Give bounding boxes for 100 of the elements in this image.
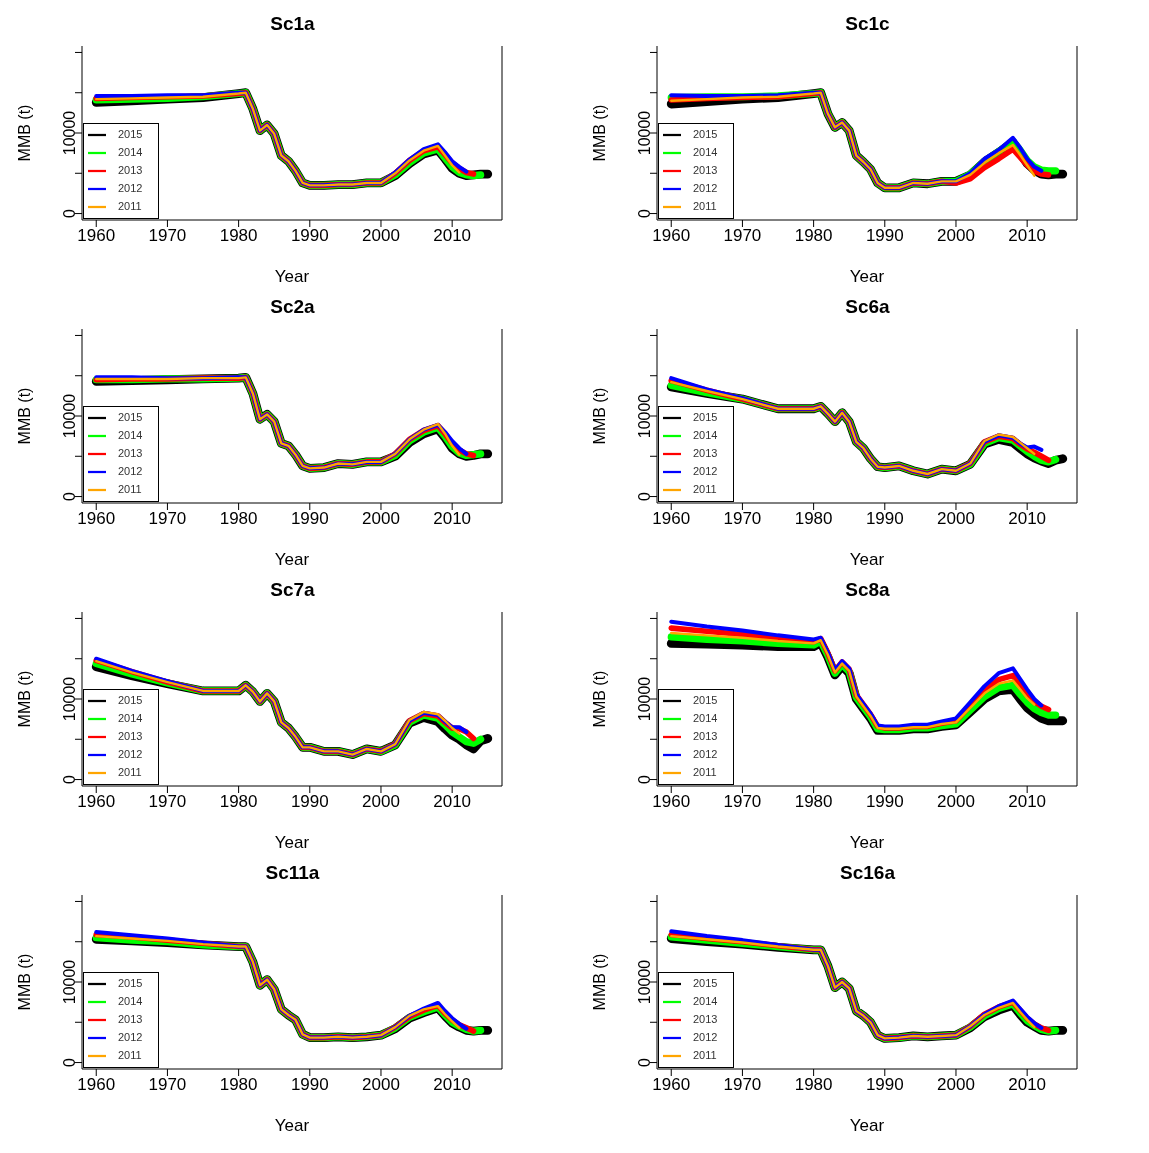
x-tick-label: 2000	[362, 792, 400, 812]
legend-label: 2015	[118, 410, 143, 423]
chart-title: Sc16a	[839, 861, 896, 885]
x-tick-label: 1960	[77, 1075, 116, 1095]
legend-label: 2015	[693, 976, 718, 989]
x-tick-label: 2010	[433, 226, 472, 246]
legend-label: 2014	[118, 145, 143, 158]
x-tick-label: 2010	[1008, 1075, 1047, 1095]
x-tick-label: 1960	[77, 226, 116, 246]
x-tick-label: 1990	[290, 509, 329, 529]
y-tick-label: 0	[635, 492, 653, 502]
legend-label: 2014	[693, 994, 718, 1007]
x-tick-label: 1980	[219, 509, 258, 529]
x-tick-label: 1990	[290, 1075, 329, 1095]
legend-label: 2011	[693, 482, 717, 495]
legend-label: 2011	[693, 765, 717, 778]
y-tick-label: 0	[60, 492, 78, 502]
legend-label: 2012	[693, 1030, 718, 1043]
chart-title: Sc1c	[844, 12, 891, 36]
chart-title: Sc6a	[844, 295, 891, 319]
legend-label: 2013	[118, 163, 143, 176]
x-tick-label: 2000	[937, 792, 975, 812]
x-tick-label: 1960	[652, 792, 691, 812]
x-tick-label: 1970	[723, 1075, 762, 1095]
y-tick-label: 10000	[60, 959, 78, 1005]
y-tick-label: 10000	[635, 959, 653, 1005]
y-axis-title: MMB (t)	[15, 953, 33, 1011]
chart-title: Sc2a	[269, 295, 316, 319]
x-tick-label: 1970	[723, 792, 762, 812]
y-tick-label: 10000	[635, 110, 653, 156]
y-tick-label: 10000	[635, 676, 653, 722]
legend-label: 2014	[693, 711, 718, 724]
x-tick-label: 2010	[433, 1075, 472, 1095]
legend-label: 2012	[118, 464, 143, 477]
x-tick-label: 1980	[794, 509, 833, 529]
x-tick-label: 1980	[794, 226, 833, 246]
legend-label: 2015	[693, 127, 718, 140]
chart-title: Sc7a	[269, 578, 316, 602]
legend-label: 2015	[693, 693, 718, 706]
legend-label: 2013	[118, 1012, 143, 1025]
legend-label: 2012	[693, 747, 718, 760]
x-tick-label: 1980	[219, 226, 258, 246]
x-axis-title: Year	[849, 833, 885, 852]
y-axis-title: MMB (t)	[15, 387, 33, 445]
x-tick-label: 2000	[937, 1075, 975, 1095]
legend-label: 2015	[118, 976, 143, 989]
x-tick-label: 1990	[290, 226, 329, 246]
legend-label: 2012	[118, 1030, 143, 1043]
legend-label: 2015	[118, 693, 143, 706]
legend-label: 2013	[693, 446, 718, 459]
x-tick-label: 1990	[865, 1075, 904, 1095]
x-tick-label: 1980	[219, 792, 258, 812]
legend-label: 2014	[118, 711, 143, 724]
x-tick-label: 1970	[723, 509, 762, 529]
x-tick-label: 1970	[148, 792, 187, 812]
y-axis-title: MMB (t)	[15, 104, 33, 162]
y-tick-label: 10000	[60, 676, 78, 722]
legend-label: 2013	[118, 446, 143, 459]
legend-label: 2014	[118, 428, 143, 441]
x-tick-label: 2010	[1008, 792, 1047, 812]
x-axis-title: Year	[849, 1116, 885, 1135]
y-tick-label: 10000	[60, 393, 78, 439]
legend-label: 2012	[693, 464, 718, 477]
x-tick-label: 1970	[148, 509, 187, 529]
legend-label: 2014	[693, 428, 718, 441]
legend-label: 2013	[693, 163, 718, 176]
x-tick-label: 2000	[937, 226, 975, 246]
x-tick-label: 2000	[362, 509, 400, 529]
legend-label: 2014	[118, 994, 143, 1007]
x-tick-label: 1990	[290, 792, 329, 812]
legend-label: 2011	[118, 199, 142, 212]
legend-label: 2011	[118, 765, 142, 778]
legend-label: 2011	[118, 1048, 142, 1061]
y-tick-label: 0	[60, 1058, 78, 1068]
x-tick-label: 1960	[77, 792, 116, 812]
x-tick-label: 2010	[1008, 509, 1047, 529]
y-axis-title: MMB (t)	[590, 387, 608, 445]
x-tick-label: 1970	[148, 1075, 187, 1095]
y-tick-label: 10000	[635, 393, 653, 439]
x-tick-label: 1960	[652, 226, 691, 246]
y-axis-title: MMB (t)	[590, 670, 608, 728]
chart-title: Sc8a	[844, 578, 891, 602]
x-axis-title: Year	[274, 550, 310, 569]
y-axis-title: MMB (t)	[15, 670, 33, 728]
legend-label: 2013	[118, 729, 143, 742]
x-tick-label: 1990	[865, 226, 904, 246]
legend-label: 2013	[693, 729, 718, 742]
x-axis-title: Year	[274, 1116, 310, 1135]
legend-label: 2012	[118, 181, 143, 194]
x-tick-label: 1970	[723, 226, 762, 246]
x-tick-label: 1960	[652, 1075, 691, 1095]
x-tick-label: 2000	[362, 226, 400, 246]
legend-label: 2014	[693, 145, 718, 158]
x-tick-label: 1980	[219, 1075, 258, 1095]
legend-label: 2011	[118, 482, 142, 495]
x-tick-label: 1990	[865, 509, 904, 529]
y-axis-title: MMB (t)	[590, 104, 608, 162]
chart-title: Sc1a	[269, 12, 316, 36]
x-tick-label: 2010	[1008, 226, 1047, 246]
legend-label: 2012	[693, 181, 718, 194]
